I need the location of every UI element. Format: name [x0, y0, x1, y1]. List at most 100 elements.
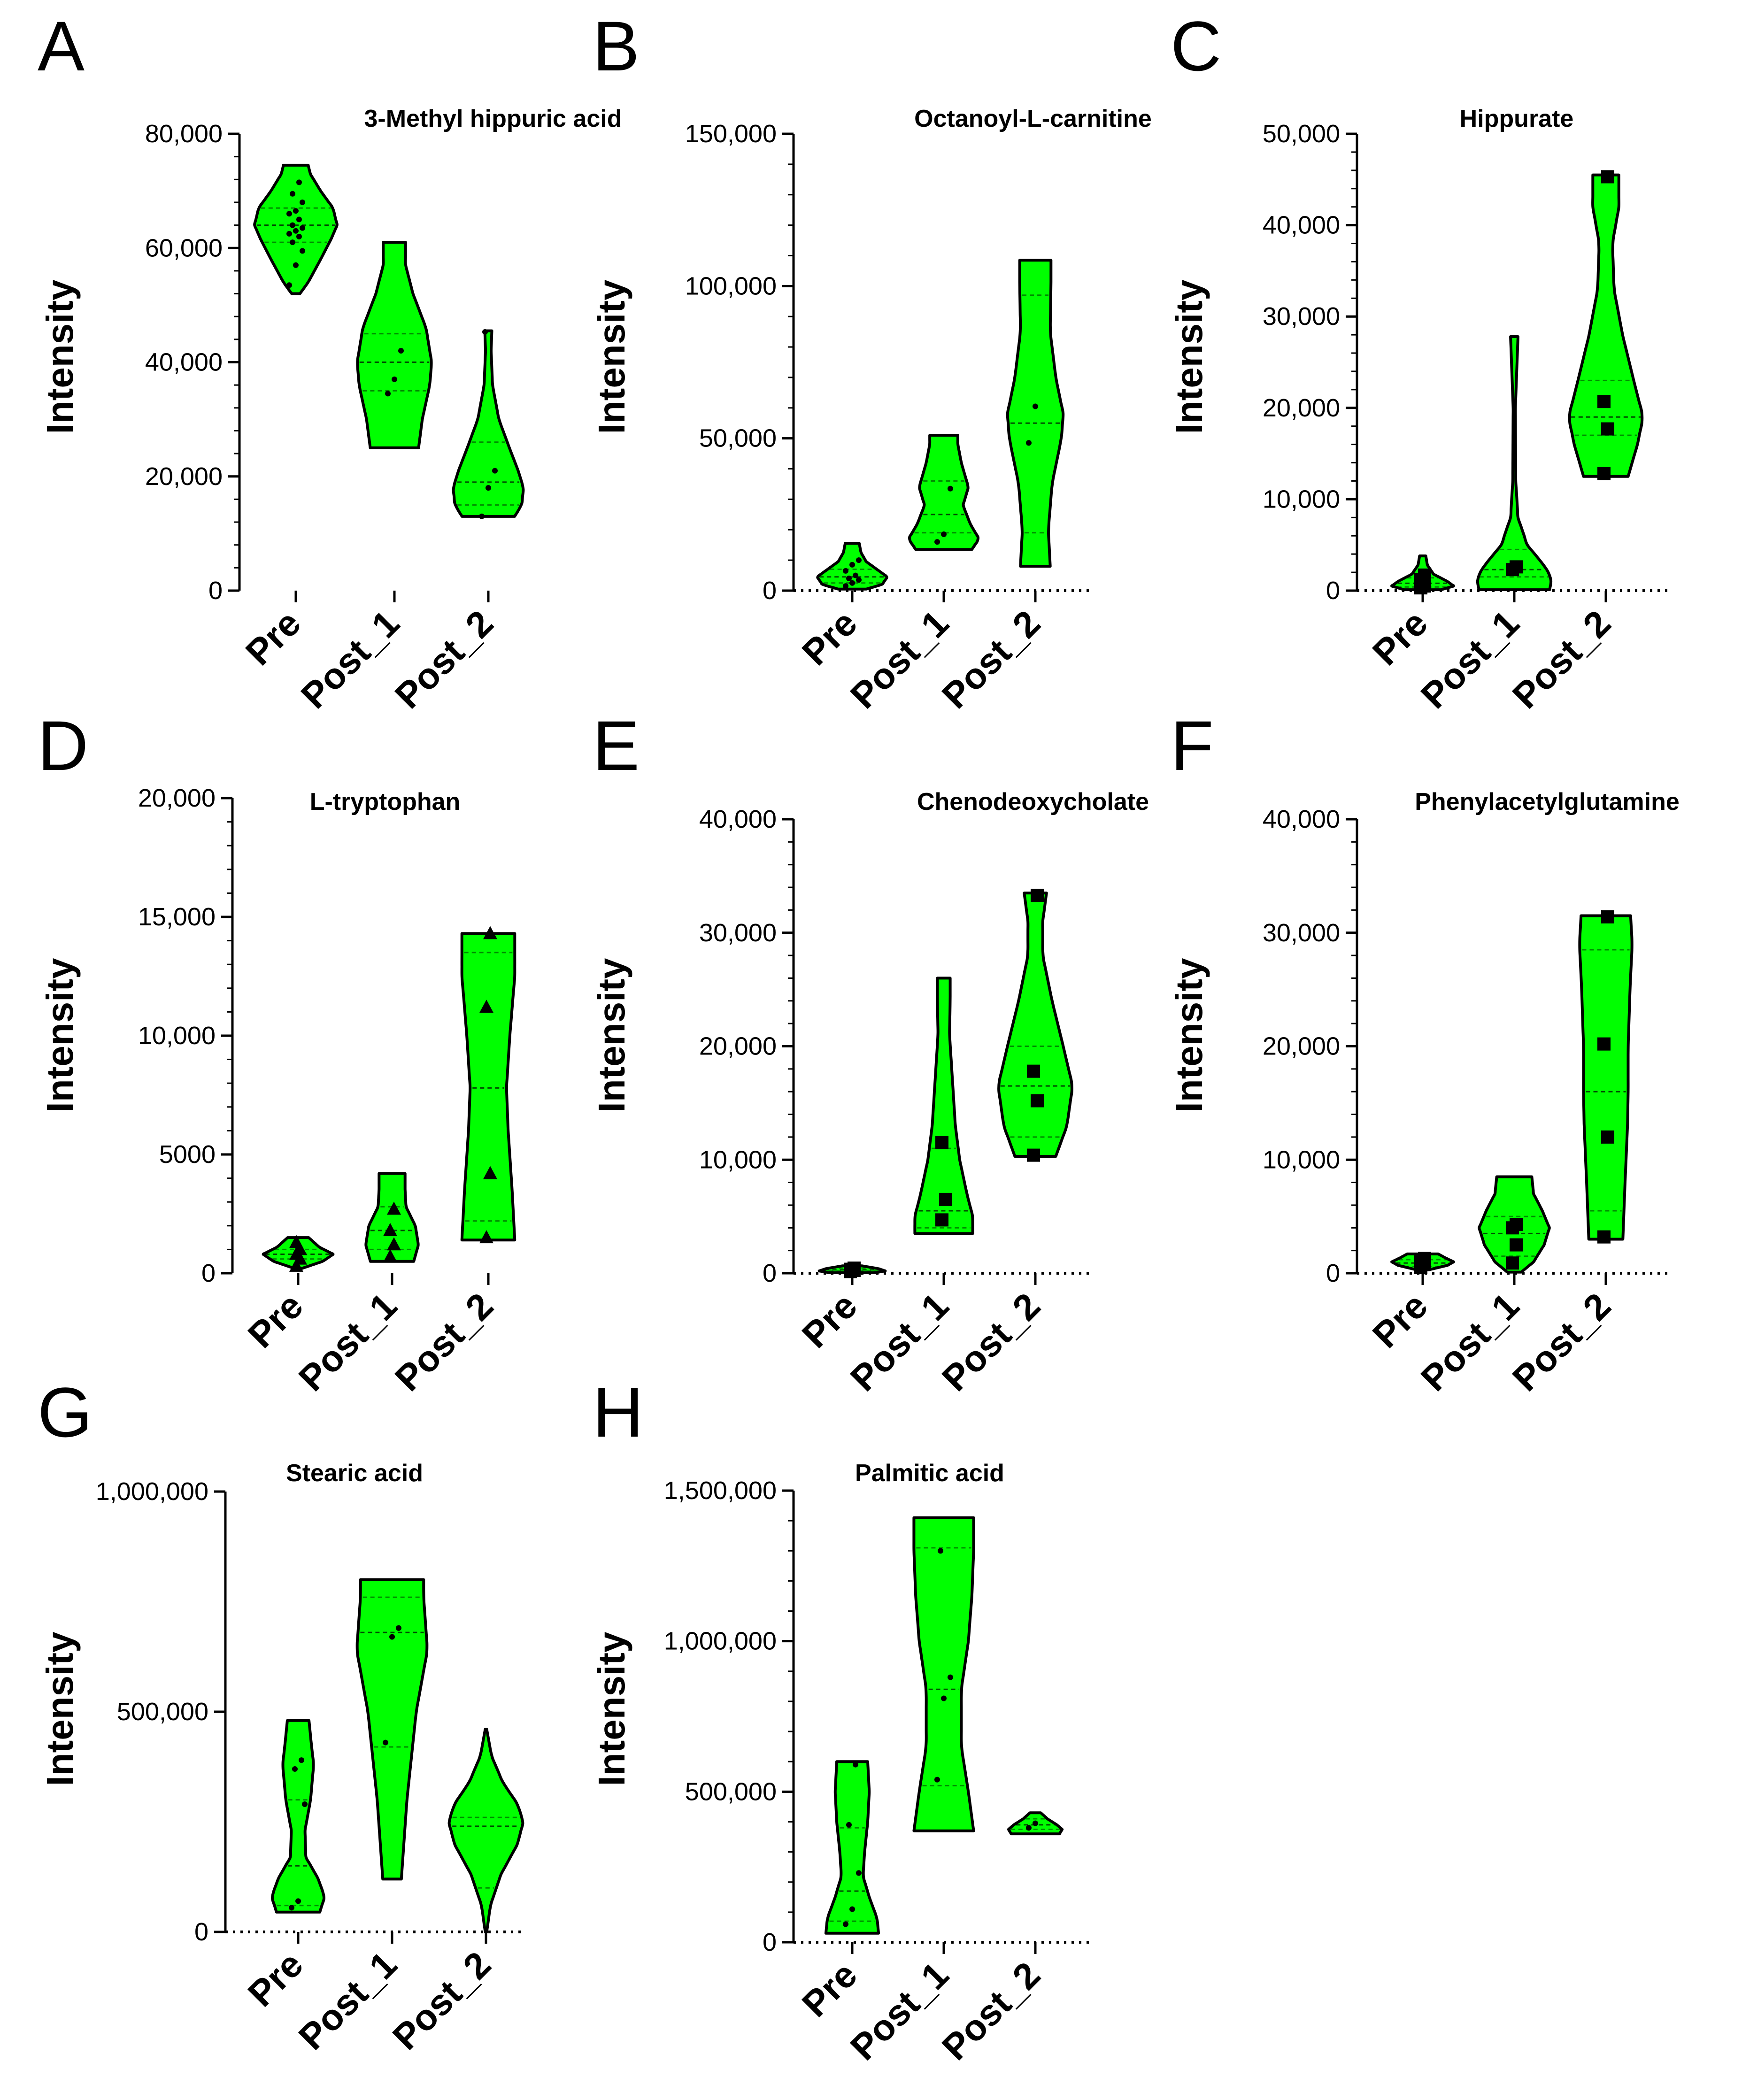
data-point: [848, 1262, 861, 1275]
data-point: [293, 228, 299, 234]
x-category-label: Pre: [240, 1285, 311, 1356]
y-tick-label: 10,000: [1263, 485, 1340, 513]
x-category-label: Post_1: [842, 1285, 956, 1399]
data-point: [1033, 1820, 1038, 1826]
y-tick-label: 10,000: [1263, 1146, 1340, 1174]
data-point: [1597, 1230, 1611, 1244]
x-category-label: Pre: [794, 1954, 865, 2025]
data-point: [1027, 1064, 1040, 1078]
panel-f: F Phenylacetylglutamine Intensity 0 10,000 20…: [1168, 706, 1680, 1399]
data-point: [1601, 910, 1614, 923]
y-tick-label: 500,000: [117, 1698, 208, 1726]
panel-d: D L-tryptophan Intensity 0 5000 10,000 15,000 2…: [38, 706, 516, 1399]
data-point: [293, 208, 299, 214]
y-tick-label: 0: [763, 1928, 777, 1956]
x-category-label: Post_1: [291, 1944, 405, 2058]
data-point: [935, 1213, 948, 1227]
x-category-label: Post_1: [293, 602, 407, 716]
panel-g: G Stearic acid Intensity 0 500,000 1,000,000 P…: [38, 1373, 526, 2058]
data-point: [387, 1201, 401, 1215]
data-point: [383, 1739, 388, 1746]
chart-title-h: Palmitic acid: [855, 1460, 1004, 1487]
data-point: [286, 282, 292, 288]
data-point: [1510, 1218, 1523, 1231]
x-category-label: Post_2: [387, 1285, 501, 1399]
data-point: [300, 248, 305, 254]
data-point: [853, 572, 858, 578]
chart-title-f: Phenylacetylglutamine: [1415, 788, 1680, 815]
data-point: [300, 199, 305, 205]
panel-letter-b: B: [593, 7, 640, 85]
chart-title-a: 3-Methyl hippuric acid: [364, 105, 622, 132]
data-point: [856, 1870, 862, 1876]
violin-post-2: [1568, 173, 1644, 478]
y-tick-label: 10,000: [699, 1146, 777, 1174]
y-tick-label: 40,000: [145, 348, 223, 377]
y-tick-label: 0: [194, 1918, 208, 1946]
data-point: [300, 225, 305, 231]
data-point: [482, 329, 488, 335]
chart-title-e: Chenodeoxycholate: [917, 788, 1149, 815]
panel-letter-f: F: [1171, 706, 1214, 785]
y-tick-label: 20,000: [699, 1032, 777, 1061]
y-tick-label: 10,000: [138, 1022, 216, 1050]
data-point: [941, 1695, 947, 1701]
violin-pre: [824, 1760, 880, 1935]
data-point: [1026, 1825, 1032, 1831]
y-tick-label: 100,000: [685, 272, 777, 300]
y-tick-label: 20,000: [145, 462, 223, 491]
y-tick-label: 80,000: [145, 120, 223, 148]
x-category-label: Pre: [240, 1944, 311, 2015]
data-point: [1026, 440, 1032, 446]
data-point: [396, 1625, 401, 1631]
y-tick-label: 0: [763, 1259, 777, 1287]
data-point: [1597, 1037, 1611, 1051]
violin-post-1: [913, 977, 974, 1235]
y-tick-label: 0: [763, 577, 777, 605]
data-point: [948, 485, 953, 492]
violin-post-2: [1578, 914, 1634, 1241]
data-point: [293, 1242, 307, 1255]
violin-post-1: [912, 1516, 975, 1832]
x-category-label: Pre: [1364, 602, 1435, 673]
panel-letter-c: C: [1171, 7, 1221, 85]
y-tick-label: 1,000,000: [664, 1627, 777, 1655]
y-tick-label: 1,500,000: [664, 1477, 777, 1505]
data-point: [934, 1777, 940, 1783]
data-point: [935, 1136, 948, 1149]
data-point: [289, 1258, 303, 1272]
chart-title-b: Octanoyl-L-carnitine: [914, 105, 1152, 132]
data-point: [1597, 467, 1611, 480]
data-point: [1027, 1148, 1040, 1162]
x-category-label: Pre: [794, 1285, 865, 1356]
data-point: [1418, 1252, 1431, 1265]
y-tick-label: 20,000: [1263, 394, 1340, 422]
violin-post-2: [1006, 259, 1065, 568]
x-category-label: Post_2: [387, 602, 501, 716]
data-point: [385, 391, 391, 397]
x-category-label: Pre: [794, 602, 865, 673]
data-point: [483, 926, 497, 939]
x-category-label: Post_2: [934, 602, 1048, 716]
violin-post-1: [356, 241, 433, 449]
y-axis-label-d: Intensity: [39, 958, 81, 1112]
x-category-label: Post_1: [1413, 602, 1527, 716]
y-tick-label: 50,000: [1263, 120, 1340, 148]
data-point: [941, 531, 947, 537]
data-point: [1510, 1238, 1523, 1252]
y-tick-label: 60,000: [145, 234, 223, 262]
panel-letter-d: D: [38, 706, 88, 785]
x-category-label: Post_2: [1504, 602, 1619, 716]
x-category-label: Post_1: [842, 1954, 956, 2068]
data-point: [296, 216, 302, 223]
data-point: [387, 1237, 401, 1251]
data-point: [292, 1766, 298, 1772]
data-point: [1418, 568, 1431, 582]
chart-title-d: L-tryptophan: [310, 788, 461, 815]
y-axis-label-f: Intensity: [1168, 958, 1210, 1112]
y-tick-label: 20,000: [138, 784, 216, 812]
data-point: [849, 580, 855, 586]
x-category-label: Post_1: [842, 602, 956, 716]
violin-post-2: [447, 1728, 524, 1933]
